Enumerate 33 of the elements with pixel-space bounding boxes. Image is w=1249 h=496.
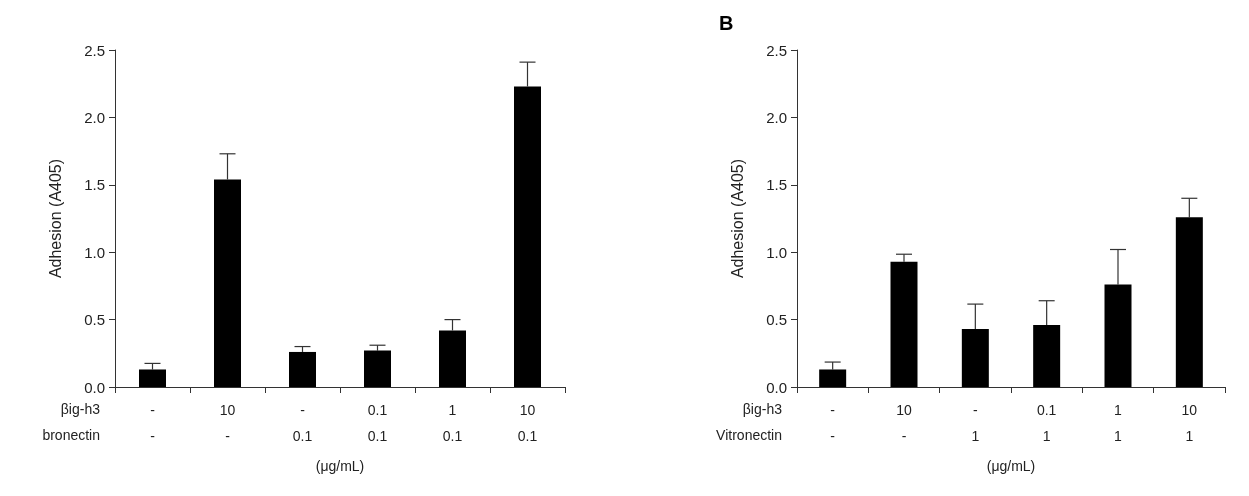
y-tick-label: 2.5 (766, 41, 787, 59)
y-tick-label: 1.5 (766, 176, 787, 194)
y-tick-label: 0.5 (84, 311, 105, 329)
chart-title: B (719, 12, 734, 34)
x-tick-label: 1 0.1 (442, 402, 463, 444)
y-tick-label: 2.0 (84, 108, 105, 126)
x-tick-label: 10 0.1 (517, 402, 538, 444)
x-tick-label: - - (150, 402, 156, 444)
text: bronectin (42, 427, 100, 443)
x-tick-label: 10 - (896, 402, 912, 444)
x-tick-label: 0.1 0.1 (367, 402, 388, 444)
y-tick-label: 1.0 (766, 243, 787, 261)
text: βig-h3 (60, 401, 101, 417)
x-tick-label: - 1 (971, 402, 980, 444)
x-tick-label: 1 1 (1114, 402, 1123, 444)
x-axis-title: (μg/mL) (315, 458, 365, 474)
text: Vitronectin (716, 427, 782, 443)
y-tick-label: 0.5 (766, 311, 787, 329)
text: βig-h3 (742, 401, 783, 417)
x-tick-label: 0.1 1 (1036, 402, 1057, 444)
x-axis-title: (μg/mL) (986, 458, 1036, 474)
y-axis-title: Adhesion (A405) (728, 158, 746, 279)
x-tick-label: 10 1 (1181, 402, 1198, 444)
y-tick-label: 2.5 (84, 41, 105, 59)
x-tick-label: - - (830, 402, 836, 444)
y-tick-label: 1.0 (84, 243, 105, 261)
x-tick-label: - 0.1 (292, 402, 313, 444)
y-tick-label: 0.0 (84, 378, 105, 396)
y-axis-title: Adhesion (A405) (46, 158, 64, 279)
y-tick-label: 2.0 (766, 108, 787, 126)
y-tick-label: 0.0 (766, 378, 787, 396)
x-tick-label: 10 - (219, 402, 236, 444)
y-tick-label: 1.5 (84, 176, 105, 194)
